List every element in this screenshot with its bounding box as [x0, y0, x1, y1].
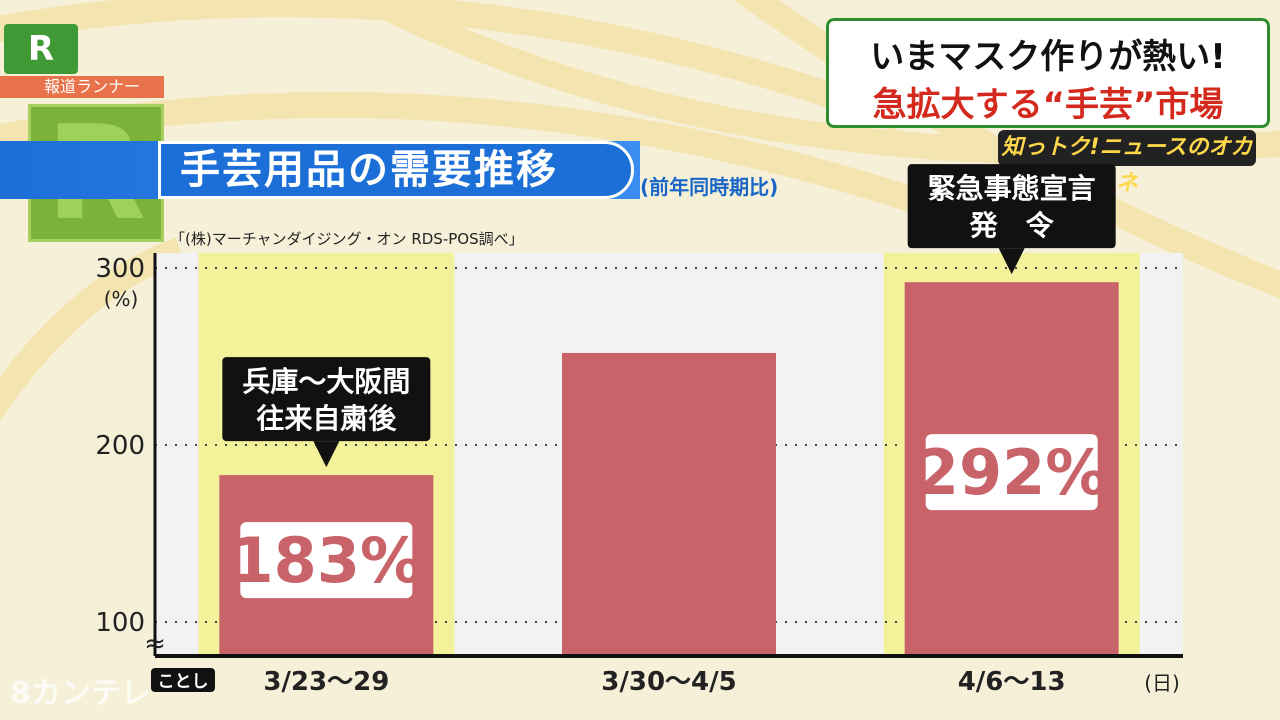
headline-line-1: いまマスク作りが熱い!: [870, 37, 1226, 77]
y-tick-label-2: 100: [95, 608, 145, 638]
annotation-line-1-0: 緊急事態宣言: [928, 172, 1096, 205]
annotation-line-1-1: 発 令: [969, 209, 1055, 242]
headline-box: いまマスク作りが熱い! 急拡大する“手芸”市場: [826, 18, 1270, 128]
annotation-pointer-1: [998, 248, 1025, 275]
value-label-box-2: [925, 434, 1098, 511]
chart-subtitle: (前年同時期比): [640, 175, 779, 199]
bar-1: [562, 352, 776, 656]
x-start-label: ことし: [158, 672, 209, 692]
annotation-line-0-1: 往来自粛後: [256, 402, 397, 435]
value-label-box-0: [240, 522, 413, 599]
y-tick-label-1: 200: [95, 431, 145, 461]
chart-title: 手芸用品の需要推移: [180, 147, 558, 193]
x-category-label-2: 4/6〜13: [958, 667, 1066, 697]
annotation-box-1: [907, 164, 1116, 249]
program-name-label: 報道ランナー: [0, 76, 164, 98]
axis-break-mark: ≈: [144, 629, 166, 659]
annotation-pointer-0: [313, 441, 340, 468]
broadcaster-watermark: 8カンテレ: [10, 676, 151, 711]
x-axis-unit: (日): [1144, 671, 1180, 695]
annotation-line-0-0: 兵庫〜大阪間: [242, 365, 410, 398]
value-label-0: 183%: [231, 524, 423, 597]
title-banner: [158, 141, 634, 199]
x-category-label-1: 3/30〜4/5: [601, 667, 736, 697]
value-label-2: 292%: [916, 436, 1108, 509]
data-source-note: 「(株)マーチャンダイジング・オン RDS-POS調べ」: [170, 230, 524, 248]
annotation-box-0: [222, 357, 431, 442]
x-start-badge: [151, 668, 215, 692]
headline-line-2: 急拡大する“手芸”市場: [872, 85, 1224, 125]
y-axis-unit: (%): [104, 287, 139, 311]
x-category-label-0: 3/23〜29: [263, 667, 389, 697]
program-logo-small: R: [4, 24, 78, 74]
y-tick-label-0: 300: [95, 254, 145, 284]
show-segment-logo: 知っトク!ニュースのオカネ: [998, 130, 1256, 196]
